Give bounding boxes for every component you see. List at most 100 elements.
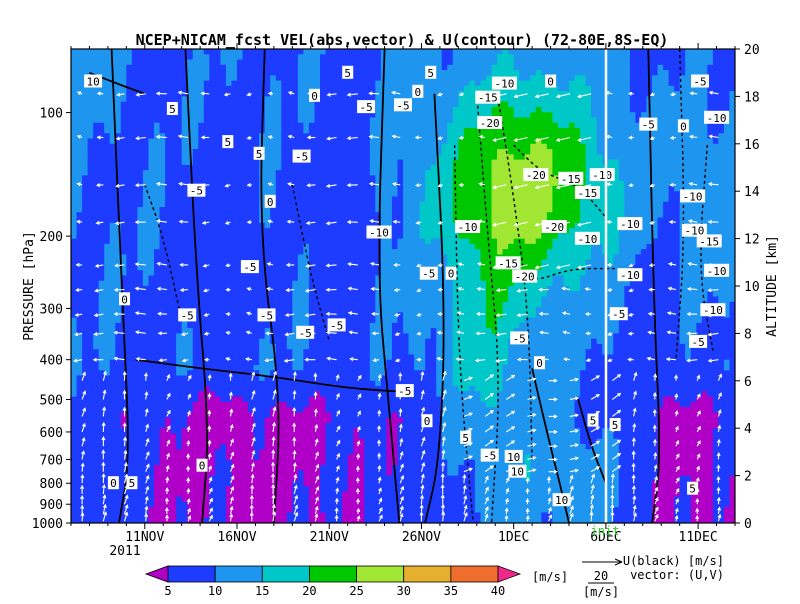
field-cell (176, 175, 183, 182)
field-cell (712, 149, 719, 155)
field-cell (120, 138, 127, 145)
field-cell (541, 249, 548, 255)
field-cell (270, 212, 277, 219)
field-cell (591, 222, 598, 229)
field-cell (618, 59, 625, 66)
field-cell (463, 243, 470, 250)
field-cell (519, 259, 526, 266)
field-cell (364, 85, 371, 92)
field-cell (458, 164, 465, 171)
field-cell (530, 85, 537, 92)
field-cell (640, 175, 648, 182)
field-cell (657, 117, 664, 124)
field-cell (530, 70, 537, 76)
field-cell (314, 238, 321, 245)
field-cell (209, 143, 216, 150)
field-cell (253, 254, 260, 261)
field-cell (170, 201, 177, 208)
field-cell (264, 238, 271, 245)
field-cell (270, 133, 277, 140)
field-cell (414, 212, 421, 219)
field-cell (170, 222, 177, 229)
field-cell (607, 133, 614, 140)
field-cell (380, 196, 387, 203)
field-cell (242, 75, 249, 82)
field-cell (674, 207, 681, 213)
field-cell (214, 233, 221, 240)
field-cell (668, 106, 675, 113)
field-cell (580, 85, 587, 92)
field-cell (87, 264, 94, 271)
field-cell (408, 164, 415, 171)
field-cell (574, 133, 581, 140)
field-cell (640, 133, 648, 140)
field-cell (336, 243, 343, 250)
field-cell (508, 101, 515, 108)
field-cell (325, 243, 332, 250)
field-cell (414, 143, 421, 150)
field-cell (131, 80, 138, 87)
field-cell (181, 70, 188, 76)
field-cell (104, 85, 111, 92)
field-cell (519, 238, 526, 245)
field-cell (109, 212, 116, 219)
field-cell (391, 243, 399, 250)
field-cell (690, 170, 697, 176)
field-cell (170, 128, 177, 134)
field-cell (203, 228, 210, 234)
field-cell (508, 217, 515, 224)
field-cell (723, 201, 731, 208)
field-cell (618, 112, 625, 119)
field-cell (126, 259, 133, 266)
field-cell (635, 54, 642, 61)
field-cell (109, 101, 116, 108)
field-cell (214, 117, 221, 124)
field-cell (723, 80, 731, 87)
field-cell (292, 191, 299, 198)
field-cell (336, 59, 343, 66)
field-cell (403, 233, 410, 240)
field-cell (231, 185, 238, 192)
field-cell (474, 159, 482, 166)
field-cell (270, 70, 277, 76)
field-cell (314, 143, 321, 150)
field-cell (286, 149, 293, 155)
field-cell (137, 259, 144, 266)
field-cell (353, 243, 360, 250)
field-cell (104, 154, 111, 161)
field-cell (657, 196, 664, 203)
field-cell (275, 243, 282, 250)
field-cell (652, 143, 659, 150)
field-cell (320, 249, 327, 255)
field-cell (552, 164, 559, 171)
field-cell (259, 70, 266, 76)
field-cell (718, 159, 725, 166)
field-cell (574, 196, 581, 203)
field-cell (541, 149, 548, 155)
field-cell (502, 238, 509, 245)
field-cell (729, 238, 735, 245)
field-cell (414, 243, 421, 250)
field-cell (231, 70, 238, 76)
field-cell (181, 128, 188, 134)
field-cell (297, 101, 304, 108)
field-cell (497, 143, 504, 150)
field-cell (325, 170, 332, 176)
field-cell (325, 185, 332, 192)
field-cell (225, 238, 233, 245)
field-cell (375, 207, 382, 213)
field-cell (336, 180, 343, 187)
field-cell (248, 254, 255, 261)
field-cell (441, 138, 448, 145)
field-cell (336, 96, 343, 103)
field-cell (723, 59, 731, 66)
field-cell (286, 112, 293, 119)
field-cell (375, 154, 382, 161)
field-cell (391, 64, 399, 71)
field-cell (580, 138, 587, 145)
field-cell (718, 133, 725, 140)
field-cell (541, 101, 548, 108)
field-cell (253, 238, 260, 245)
field-cell (640, 180, 648, 187)
field-cell (170, 143, 177, 150)
